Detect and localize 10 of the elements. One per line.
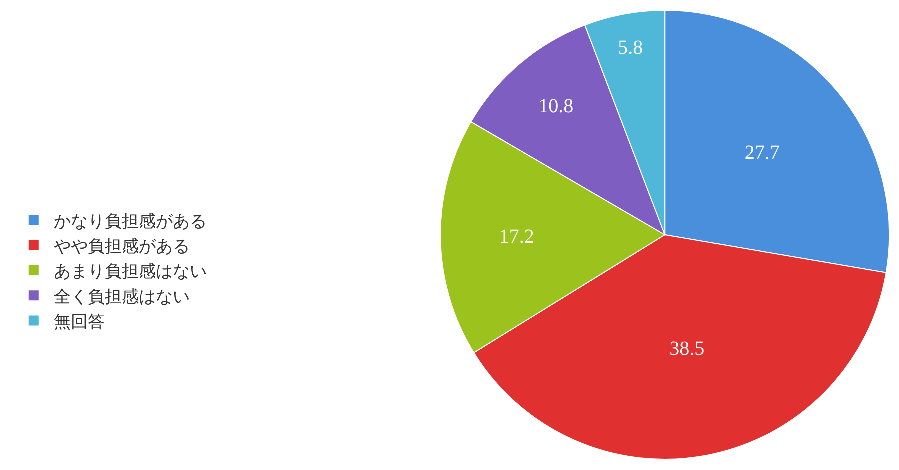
data-label: 10.8: [538, 96, 574, 118]
data-label: 5.8: [618, 37, 644, 60]
data-label: 17.2: [499, 226, 534, 248]
legend-label: 無回答: [54, 312, 105, 332]
legend-label: 全く負担感はない: [54, 287, 190, 308]
legend-label: あまり負担感はない: [54, 262, 207, 282]
data-label: 27.7: [744, 142, 780, 164]
data-label: 38.5: [670, 338, 705, 360]
legend-label: かなり負担感がある: [54, 212, 207, 232]
legend-label: やや負担感がある: [54, 237, 190, 258]
